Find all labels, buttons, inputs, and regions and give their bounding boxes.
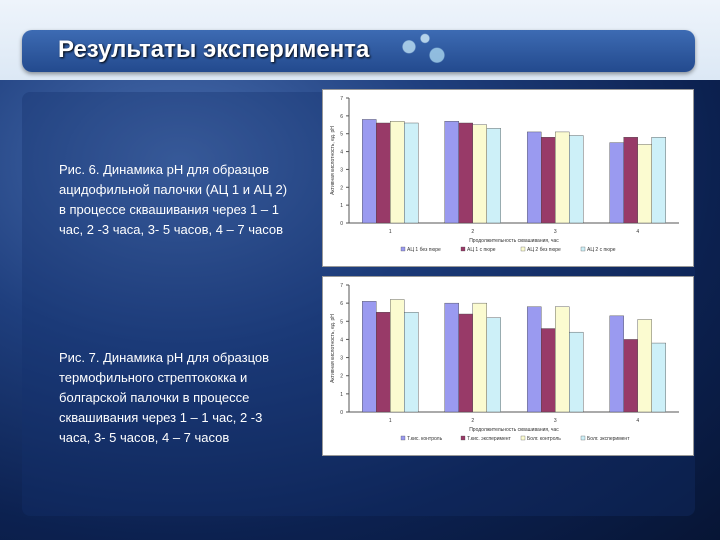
bar bbox=[444, 302, 459, 413]
bar bbox=[486, 128, 501, 224]
bar bbox=[609, 142, 624, 224]
y-tick-label: 2 bbox=[340, 185, 343, 191]
legend-label: Болг. контроль bbox=[527, 436, 561, 442]
legend-swatch bbox=[400, 435, 406, 441]
bar bbox=[541, 328, 556, 413]
y-axis-label: Активная кислотность, ед. pH bbox=[330, 126, 336, 195]
bar bbox=[376, 122, 391, 224]
bar bbox=[458, 313, 473, 413]
bar bbox=[609, 315, 624, 413]
legend-label: Болг. эксперимент bbox=[587, 436, 630, 442]
bar bbox=[555, 306, 570, 413]
y-tick-label: 4 bbox=[340, 337, 343, 343]
molecule-decoration bbox=[385, 30, 465, 72]
y-tick-label: 2 bbox=[340, 374, 343, 380]
legend-swatch bbox=[520, 246, 526, 252]
x-tick-label: 2 bbox=[471, 418, 474, 424]
legend-swatch bbox=[520, 435, 526, 441]
bar bbox=[458, 122, 473, 224]
bar bbox=[444, 121, 459, 224]
bar bbox=[623, 339, 638, 413]
bar bbox=[404, 312, 419, 413]
legend-swatch bbox=[580, 435, 586, 441]
bar bbox=[526, 131, 542, 224]
y-tick-label: 7 bbox=[340, 96, 343, 102]
y-tick-label: 5 bbox=[340, 132, 343, 138]
x-axis-label: Продолжительность сквашивания, час bbox=[469, 238, 559, 244]
legend-swatch bbox=[460, 246, 466, 252]
title-bar bbox=[22, 30, 695, 72]
y-tick-label: 3 bbox=[340, 167, 343, 173]
figure-caption-7: Рис. 7. Динамика pH для образцов термофи… bbox=[59, 350, 270, 445]
x-tick-label: 4 bbox=[636, 229, 639, 235]
x-axis-label: Продолжительность сквашивания, час bbox=[469, 427, 559, 433]
x-tick-label: 1 bbox=[389, 418, 392, 424]
bar bbox=[472, 124, 487, 224]
bar bbox=[637, 144, 652, 224]
y-tick-label: 6 bbox=[340, 114, 343, 120]
legend-swatch bbox=[460, 435, 466, 441]
x-tick-label: 2 bbox=[471, 229, 474, 235]
bar bbox=[390, 299, 405, 413]
bar bbox=[651, 342, 666, 413]
bar bbox=[376, 312, 391, 413]
slide-title: Результаты эксперимента bbox=[58, 36, 370, 63]
x-tick-label: 1 bbox=[389, 229, 392, 235]
bar bbox=[623, 137, 638, 224]
bar bbox=[362, 119, 377, 224]
bar bbox=[486, 317, 501, 413]
x-tick-label: 3 bbox=[554, 229, 557, 235]
y-tick-label: 1 bbox=[340, 203, 343, 209]
legend-swatch bbox=[580, 246, 586, 252]
bar bbox=[637, 319, 652, 413]
bar bbox=[569, 331, 584, 413]
chart-figure-7: 0 1 2 3 4 5 6 7 Активная кислотность, ед. pH 1 2 3 4… bbox=[322, 276, 694, 456]
legend-swatch bbox=[400, 246, 406, 252]
bar bbox=[541, 137, 556, 224]
y-tick-label: 5 bbox=[340, 319, 343, 325]
legend-label: Т.кис. контроль bbox=[407, 436, 443, 442]
y-tick-label: 6 bbox=[340, 301, 343, 307]
legend-label: АЦ 1 с пюре bbox=[467, 247, 496, 253]
legend-label: АЦ 2 с пюре bbox=[587, 247, 616, 253]
legend-label: АЦ 1 без пюре bbox=[407, 247, 441, 253]
bar bbox=[555, 131, 570, 224]
y-tick-label: 1 bbox=[340, 392, 343, 398]
y-tick-label: 0 bbox=[340, 221, 343, 227]
x-tick-label: 3 bbox=[554, 418, 557, 424]
legend-label: Т.кис. эксперимент bbox=[467, 436, 511, 442]
y-tick-label: 7 bbox=[340, 283, 343, 289]
bar bbox=[362, 301, 377, 413]
bar bbox=[569, 135, 584, 224]
y-tick-label: 0 bbox=[340, 410, 343, 416]
bar bbox=[390, 121, 405, 224]
y-tick-label: 3 bbox=[340, 356, 343, 362]
legend-label: АЦ 2 без пюре bbox=[527, 247, 561, 253]
figure-caption-6: Рис. 6. Динамика pH для образцов ацидофи… bbox=[59, 162, 288, 237]
bar bbox=[651, 137, 666, 224]
y-tick-label: 4 bbox=[340, 150, 343, 156]
y-axis-label: Активная кислотность, ед. pH bbox=[330, 314, 336, 383]
bar bbox=[404, 122, 419, 224]
x-tick-label: 4 bbox=[636, 418, 639, 424]
bar bbox=[472, 302, 487, 413]
chart-6-plot: 0 1 2 3 4 5 6 7 Активная кислотность, ед. pH 1 2 3 4… bbox=[330, 96, 679, 253]
chart-7-plot: 0 1 2 3 4 5 6 7 Активная кислотность, ед. pH 1 2 3 4… bbox=[330, 283, 679, 442]
bar bbox=[526, 306, 542, 413]
chart-figure-6: 0 1 2 3 4 5 6 7 Активная кислотность, ед. pH 1 2 3 4… bbox=[322, 89, 694, 267]
